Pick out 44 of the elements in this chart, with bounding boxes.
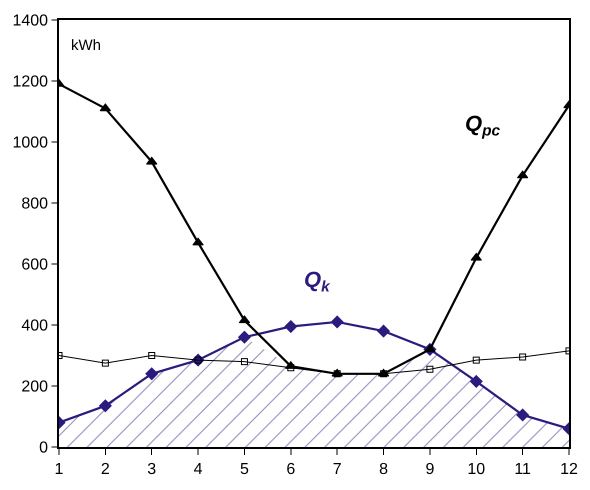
point: [426, 366, 434, 373]
point: [148, 352, 156, 359]
point: [516, 408, 529, 422]
x-tick-label: 9: [425, 460, 434, 478]
y-tick-label: 400: [21, 318, 48, 335]
point: [424, 344, 436, 352]
x-tick-label: 11: [514, 460, 532, 478]
x-tick-label: 6: [286, 460, 296, 478]
series-label: Q$_{pc}$: [465, 111, 501, 140]
y-tick-label: 1200: [12, 74, 48, 91]
x-tick-label: 10: [467, 460, 486, 478]
point: [378, 368, 390, 377]
point: [238, 330, 251, 344]
y-tick-label: 800: [21, 196, 48, 213]
x-tick-label: 3: [147, 460, 156, 478]
point: [146, 156, 158, 165]
point: [100, 103, 112, 112]
x-tick-label: 4: [194, 460, 203, 478]
x-tick-label: 7: [332, 460, 342, 478]
point: [238, 315, 250, 324]
point: [470, 252, 482, 261]
x-tick-label: 12: [560, 460, 578, 478]
point: [331, 368, 343, 377]
point: [284, 320, 298, 333]
y-tick-label: 0: [39, 440, 48, 457]
series-label: Q$_{k}$: [304, 267, 332, 296]
y-tick-label: 1400: [12, 12, 48, 30]
y-tick-label: 1000: [12, 134, 48, 152]
point: [99, 399, 112, 412]
point: [377, 324, 390, 338]
y-tick-label: 200: [21, 378, 48, 396]
point: [470, 375, 483, 388]
point: [472, 356, 480, 364]
point: [145, 367, 158, 380]
x-tick-label: 2: [100, 460, 110, 478]
y-tick-label: 600: [21, 256, 48, 274]
x-tick-label: 8: [379, 460, 388, 478]
y-axis-title: kWh: [71, 37, 101, 54]
point: [102, 360, 109, 367]
point: [240, 358, 248, 366]
x-tick-label: 5: [240, 460, 249, 478]
x-tick-label: 1: [54, 460, 64, 478]
point: [330, 316, 344, 328]
point: [519, 354, 526, 361]
